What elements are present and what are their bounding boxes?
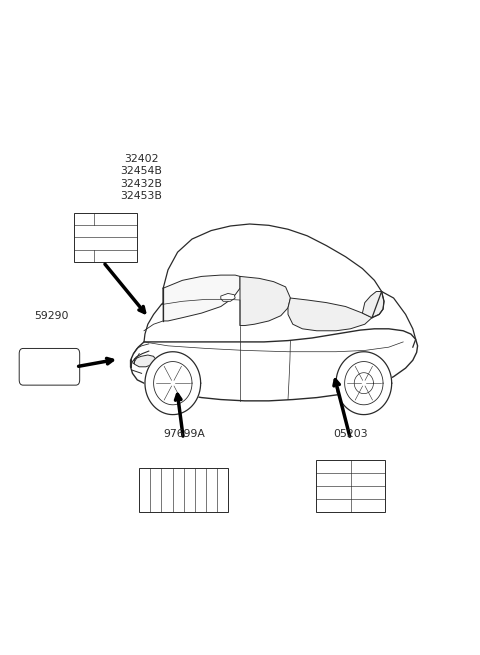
Polygon shape <box>131 329 418 401</box>
Polygon shape <box>240 276 290 326</box>
Polygon shape <box>221 293 235 301</box>
Polygon shape <box>288 298 372 331</box>
Polygon shape <box>163 275 240 321</box>
Text: 59290: 59290 <box>35 311 69 321</box>
Polygon shape <box>134 355 156 367</box>
Polygon shape <box>362 291 384 318</box>
Text: 05203: 05203 <box>333 429 368 439</box>
Bar <box>316 460 385 512</box>
Polygon shape <box>336 352 392 415</box>
Polygon shape <box>145 352 201 415</box>
Text: 97699A: 97699A <box>164 429 206 439</box>
Bar <box>139 468 228 512</box>
Bar <box>74 213 137 262</box>
FancyBboxPatch shape <box>19 348 80 385</box>
Text: 32402
32454B
32432B
32453B: 32402 32454B 32432B 32453B <box>120 154 163 201</box>
